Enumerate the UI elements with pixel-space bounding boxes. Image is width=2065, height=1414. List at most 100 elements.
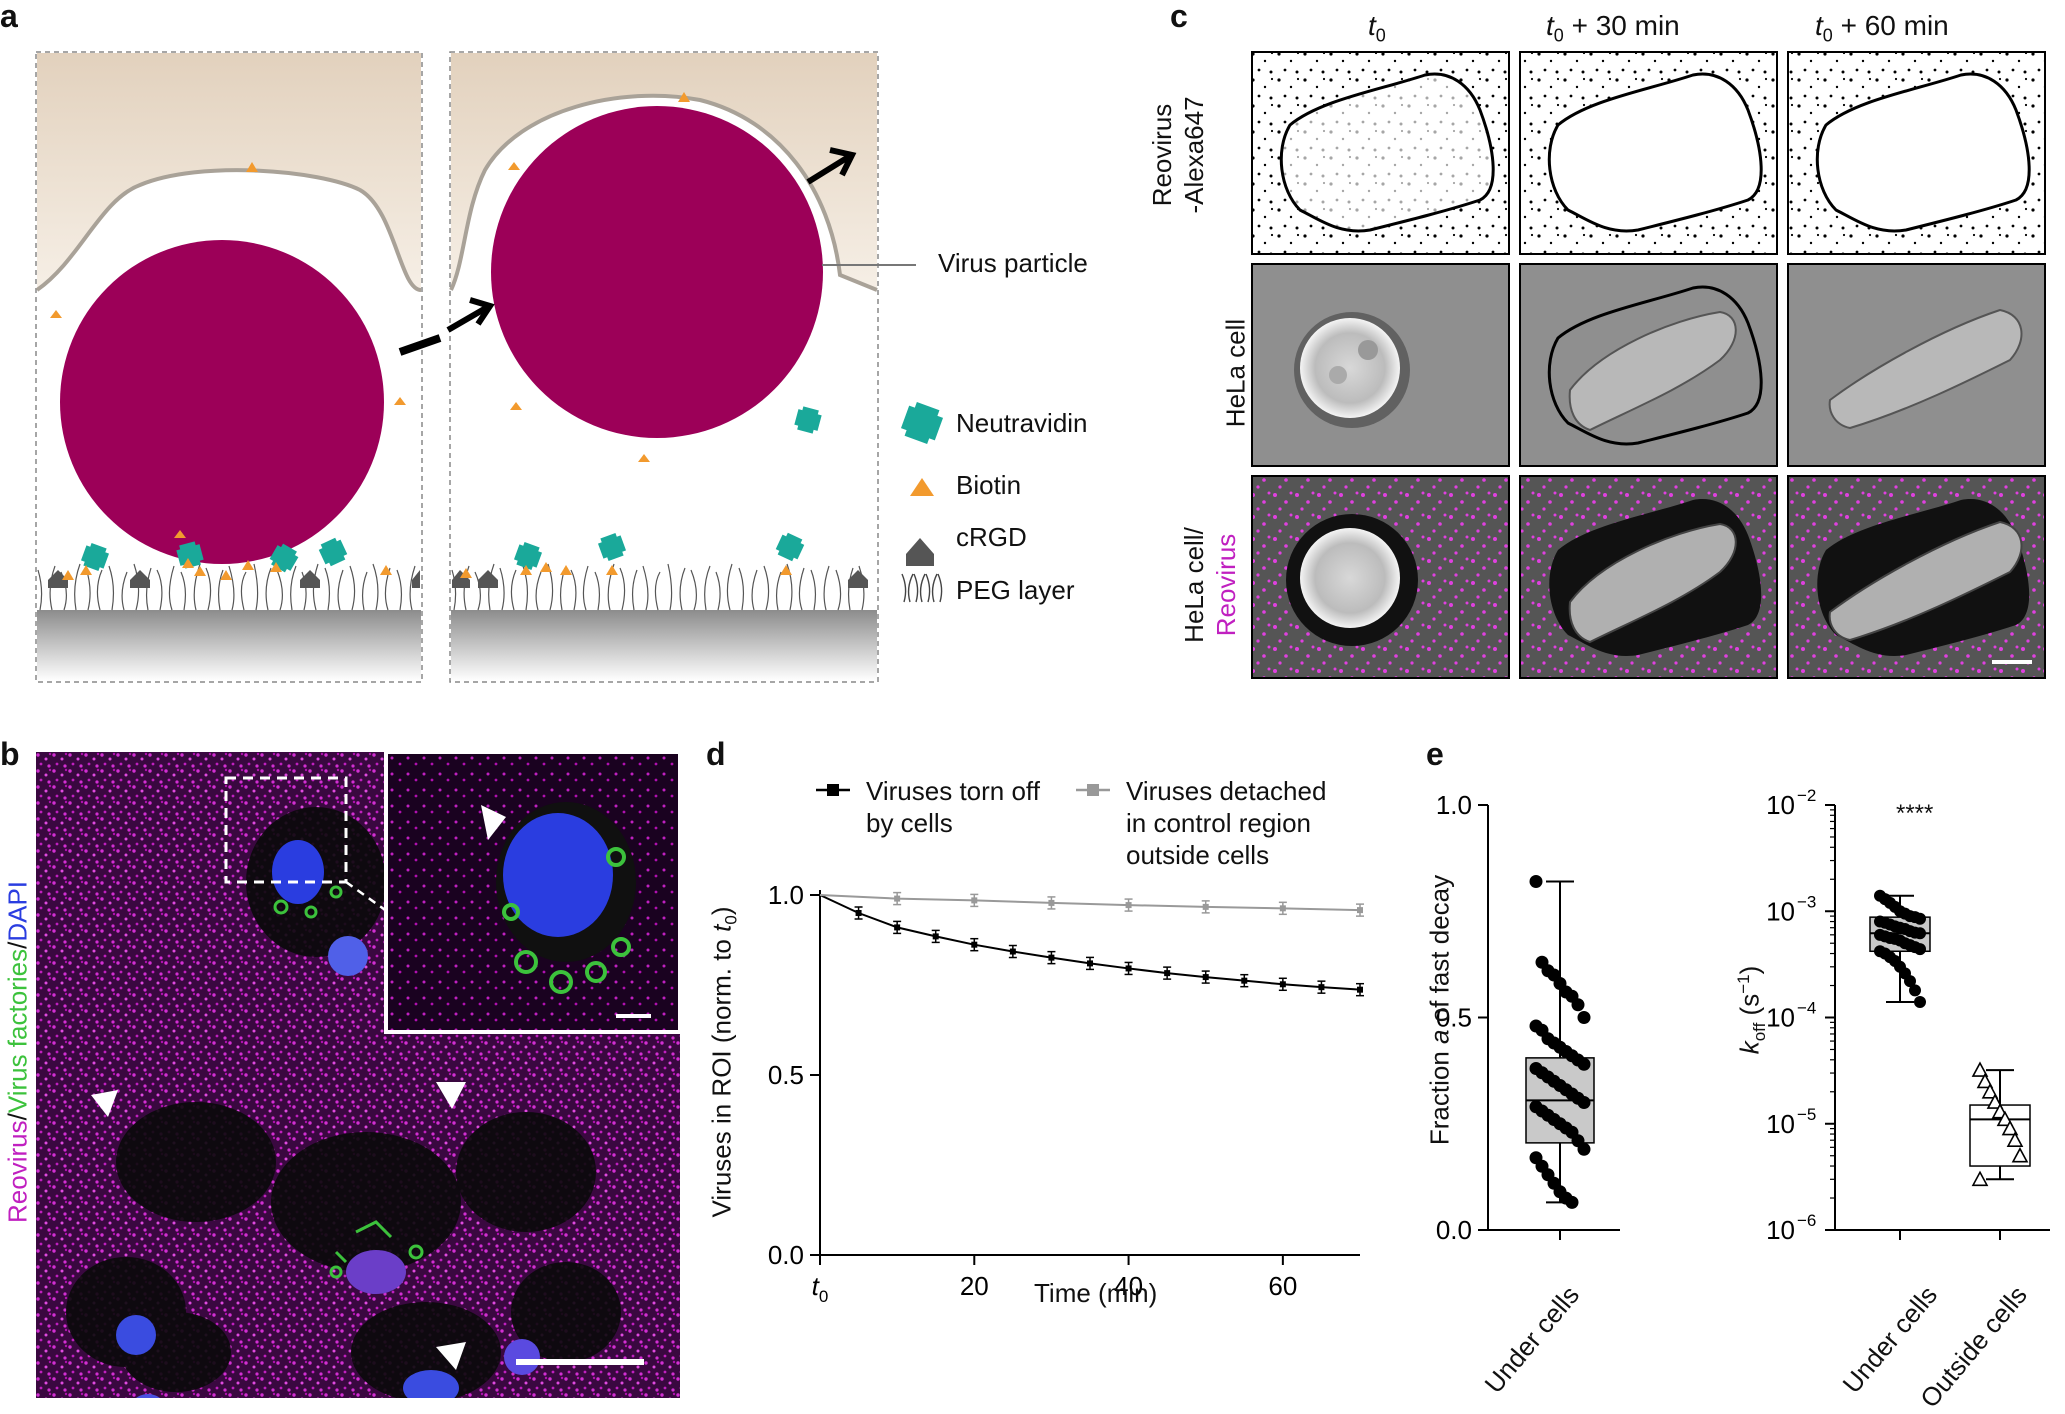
d-point <box>894 924 901 931</box>
d-legend-detached-line1: Viruses detached <box>1126 776 1327 806</box>
peg-icon <box>901 573 943 603</box>
d-y-tick-label: 0.5 <box>768 1060 804 1090</box>
d-point <box>1357 986 1363 993</box>
arrowheads <box>91 1082 466 1370</box>
panel-b-fluorescence-image <box>36 752 680 1398</box>
e-right-point-under <box>1914 927 1926 940</box>
panel-d-chart: 0.0 0.5 1.0 20 40 60 t0 <box>768 784 1364 1306</box>
e-right-point-outside <box>1976 1072 1994 1089</box>
panel-c-label: c <box>1170 0 1188 34</box>
legend-biotin: Biotin <box>956 470 1022 500</box>
d-series-line-1 <box>819 894 1361 912</box>
legend-neutravidin: Neutravidin <box>956 408 1088 438</box>
d-legend-detached-line2: in control region <box>1126 808 1311 838</box>
e-left-point <box>1571 998 1585 1012</box>
panel-a-label: a <box>0 0 18 34</box>
micrograph-hela-t0 <box>1251 263 1510 467</box>
d-point <box>971 897 978 904</box>
d-xlabel: Time (min) <box>1034 1278 1158 1308</box>
e-left-y-tick-label: 0.5 <box>1436 1003 1472 1033</box>
d-point <box>1357 907 1363 914</box>
d-x-tick-label-t0: t0 <box>812 1271 829 1306</box>
d-x-tick-sub: 0 <box>819 1287 828 1306</box>
d-point <box>1279 905 1286 912</box>
d-point <box>894 895 901 902</box>
e-right-y-tick-exp: −4 <box>1797 999 1816 1018</box>
d-series <box>819 891 1364 997</box>
e-right-y-tick-label: 10 <box>1766 1109 1795 1139</box>
e-left-point <box>1577 1057 1591 1071</box>
d-point <box>1164 970 1171 977</box>
e-left-points <box>1529 875 1591 1209</box>
virus-particle-left <box>60 240 384 564</box>
arrowhead-inset <box>481 805 506 840</box>
panel-e-label: e <box>1426 736 1444 772</box>
e-left-axes: 0.0 0.5 1.0 <box>1436 790 1620 1245</box>
d-axes: 0.0 0.5 1.0 20 40 60 t0 <box>768 880 1360 1306</box>
d-point <box>1125 965 1132 972</box>
d-point <box>1125 902 1132 909</box>
inset-zoom <box>384 752 680 1034</box>
e-left-y-tick-label: 1.0 <box>1436 790 1472 820</box>
d-legend-marker-torn <box>827 784 839 796</box>
micrograph-merge-t30 <box>1519 475 1778 679</box>
d-point <box>1087 960 1093 967</box>
e-right-point-outside <box>1986 1093 2004 1109</box>
e-right-axes: 10−210−310−410−510−6 <box>1766 786 2050 1245</box>
column-header-t0: t0 <box>1368 10 1386 46</box>
micrograph-reovirus-t60 <box>1787 51 2046 255</box>
d-legend-torn-line1: Viruses torn off <box>866 776 1040 806</box>
e-right-point-outside <box>2011 1147 2029 1163</box>
d-x-tick-label: 60 <box>1268 1271 1297 1301</box>
d-point <box>1241 977 1248 984</box>
d-x-tick-label: 40 <box>1114 1271 1143 1301</box>
panel-e-right-chart: 10−210−310−410−510−6 <box>1766 786 2050 1245</box>
d-point <box>1279 981 1286 988</box>
d-point <box>1048 899 1055 906</box>
e-right-y-tick-label: 10 <box>1766 1003 1795 1033</box>
d-legend-torn-line2: by cells <box>866 808 953 838</box>
d-point <box>1202 903 1209 910</box>
micrograph-merge-t0 <box>1251 475 1510 679</box>
e-right-point-under <box>1904 975 1916 988</box>
d-y-tick-label: 1.0 <box>768 880 804 910</box>
e-right-y-tick-exp: −6 <box>1797 1211 1816 1230</box>
schematic-right-box <box>446 51 916 683</box>
e-right-y-tick-label: 10 <box>1766 1215 1795 1245</box>
column-header-t30: t0 + 30 min <box>1546 10 1680 46</box>
legend-crgd: cRGD <box>956 522 1027 552</box>
e-right-y-tick-exp: −5 <box>1797 1105 1816 1124</box>
panel-e-left-chart: 0.0 0.5 1.0 <box>1436 790 1620 1245</box>
e-right-point-under <box>1914 995 1926 1008</box>
d-point <box>1318 984 1325 991</box>
d-x-tick-t: t <box>812 1271 821 1301</box>
d-y-tick-label: 0.0 <box>768 1240 804 1270</box>
e-right-y-tick-exp: −3 <box>1797 892 1816 911</box>
e-left-point <box>1577 1142 1591 1156</box>
e-right-point-outside <box>1996 1110 2014 1127</box>
e-right-point-outside <box>1971 1061 1989 1077</box>
d-point <box>1202 974 1209 981</box>
e-left-y-tick-label: 0.0 <box>1436 1215 1472 1245</box>
e-significance: **** <box>1896 800 1934 827</box>
e-right-y-tick-label: 10 <box>1766 790 1795 820</box>
e-left-point <box>1577 1011 1591 1024</box>
inset-selection-box <box>224 776 348 884</box>
d-point <box>932 933 939 940</box>
cell-nucleus <box>116 840 540 1398</box>
d-point <box>855 910 862 916</box>
panel-c-micrographs <box>1251 51 2046 679</box>
crgd-icon <box>906 538 934 566</box>
micrograph-merge-t60 <box>1787 475 2046 679</box>
d-legend-detached-line3: outside cells <box>1126 840 1270 870</box>
neutravidin-icon <box>900 401 944 445</box>
micrograph-reovirus-t30 <box>1519 51 1778 255</box>
micrograph-hela-t60 <box>1787 263 2046 467</box>
e-right-point-under <box>1909 984 1921 997</box>
e-right-point-outside <box>2006 1131 2024 1148</box>
d-legend <box>816 784 1110 796</box>
virus-particle-right <box>491 106 823 438</box>
d-point <box>1048 954 1055 961</box>
e-right-y-tick-exp: −2 <box>1797 786 1816 805</box>
panel-b-label: b <box>0 736 20 772</box>
